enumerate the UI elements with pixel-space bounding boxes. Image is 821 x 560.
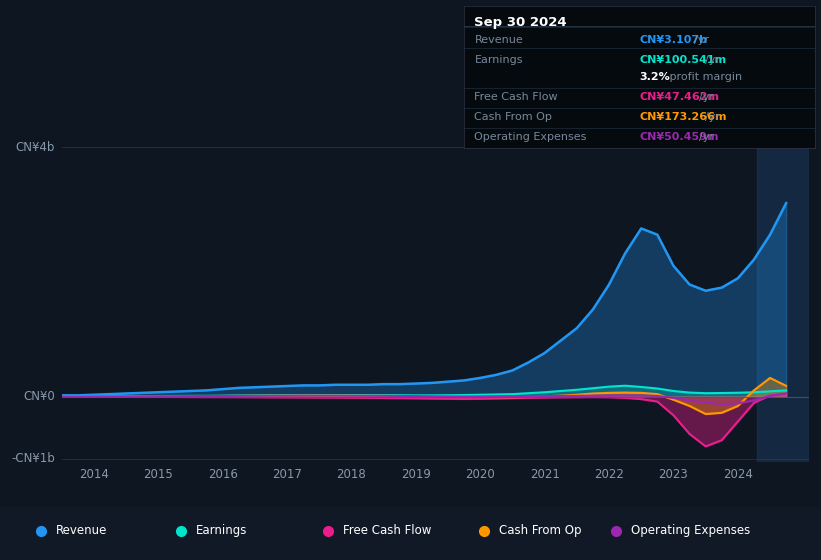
Text: /yr: /yr bbox=[699, 92, 714, 102]
Text: Free Cash Flow: Free Cash Flow bbox=[475, 92, 558, 102]
Text: CN¥100.541m: CN¥100.541m bbox=[640, 55, 727, 65]
Text: CN¥47.462m: CN¥47.462m bbox=[640, 92, 719, 102]
Text: Earnings: Earnings bbox=[195, 524, 247, 537]
Text: Sep 30 2024: Sep 30 2024 bbox=[475, 16, 567, 29]
Text: Operating Expenses: Operating Expenses bbox=[475, 132, 587, 142]
Text: CN¥3.107b: CN¥3.107b bbox=[640, 35, 708, 45]
Text: CN¥4b: CN¥4b bbox=[16, 141, 55, 154]
Text: CN¥0: CN¥0 bbox=[23, 390, 55, 403]
Text: -CN¥1b: -CN¥1b bbox=[11, 452, 55, 465]
Text: Cash From Op: Cash From Op bbox=[475, 112, 553, 122]
Text: /yr: /yr bbox=[699, 132, 714, 142]
Text: Cash From Op: Cash From Op bbox=[499, 524, 581, 537]
Text: Revenue: Revenue bbox=[475, 35, 523, 45]
Bar bbox=[757, 129, 809, 462]
Text: CN¥173.266m: CN¥173.266m bbox=[640, 112, 727, 122]
Text: Operating Expenses: Operating Expenses bbox=[631, 524, 750, 537]
Text: CN¥50.459m: CN¥50.459m bbox=[640, 132, 719, 142]
Text: Revenue: Revenue bbox=[56, 524, 108, 537]
Text: /yr: /yr bbox=[694, 35, 709, 45]
Text: Free Cash Flow: Free Cash Flow bbox=[343, 524, 432, 537]
Text: /yr: /yr bbox=[705, 112, 720, 122]
Text: profit margin: profit margin bbox=[666, 72, 741, 82]
Text: Earnings: Earnings bbox=[475, 55, 523, 65]
Text: /yr: /yr bbox=[705, 55, 720, 65]
Text: 3.2%: 3.2% bbox=[640, 72, 670, 82]
